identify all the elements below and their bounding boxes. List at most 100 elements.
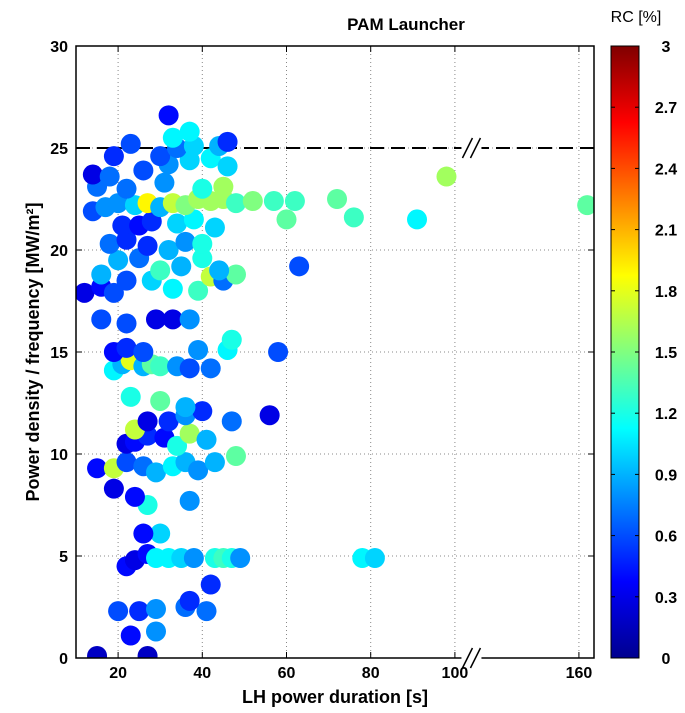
- data-point: [179, 358, 200, 379]
- data-point: [217, 156, 238, 177]
- data-point: [87, 645, 108, 658]
- data-point: [577, 195, 594, 216]
- colorbar-tick-label: 1.2: [655, 406, 677, 423]
- y-tick-label: 30: [50, 39, 68, 56]
- data-point: [171, 256, 192, 277]
- data-point: [225, 446, 246, 467]
- data-point: [343, 207, 364, 228]
- axis-break-gap: [461, 138, 482, 158]
- data-point: [188, 280, 209, 301]
- colorbar-tick-label: 0: [662, 651, 671, 668]
- data-point: [188, 339, 209, 360]
- data-point: [116, 452, 137, 473]
- data-point: [179, 121, 200, 142]
- data-point: [82, 164, 103, 185]
- data-point: [175, 231, 196, 252]
- data-point: [137, 645, 158, 658]
- data-point: [158, 411, 179, 432]
- y-axis-label: Power density / frequency [MW/m²]: [23, 202, 43, 501]
- data-point: [145, 462, 166, 483]
- x-axis-ticks: 20 40 60 80 100 160: [109, 46, 592, 682]
- data-point: [196, 429, 217, 450]
- x-tick-label: 100: [442, 665, 469, 682]
- data-point: [150, 523, 171, 544]
- chart-title: PAM Launcher: [347, 15, 465, 34]
- data-point: [120, 625, 141, 646]
- data-point: [179, 309, 200, 330]
- data-point: [150, 260, 171, 281]
- data-point: [137, 235, 158, 256]
- y-tick-label: 25: [50, 141, 68, 158]
- colorbar-tick-label: 1.8: [655, 284, 677, 301]
- data-point: [108, 250, 129, 271]
- data-point: [99, 166, 120, 187]
- x-axis-label: LH power duration [s]: [242, 687, 428, 707]
- data-point: [242, 191, 263, 212]
- data-point: [200, 574, 221, 595]
- data-point: [137, 411, 158, 432]
- data-point: [209, 260, 230, 281]
- data-point: [103, 478, 124, 499]
- data-point: [162, 127, 183, 148]
- data-point: [145, 599, 166, 620]
- axis-break-mark: [469, 137, 482, 159]
- data-point: [91, 309, 112, 330]
- x-tick-label: 40: [193, 665, 211, 682]
- data-point: [162, 278, 183, 299]
- data-point: [158, 105, 179, 126]
- data-point: [133, 160, 154, 181]
- colorbar-ticks: 3 2.7 2.4 2.1 1.8 1.5 1.2 0.9 0.6 0.3 0: [611, 39, 677, 668]
- colorbar-title: RC [%]: [611, 9, 662, 26]
- data-point: [87, 458, 108, 479]
- data-point: [263, 191, 284, 212]
- data-point: [129, 601, 150, 622]
- data-point: [204, 217, 225, 238]
- data-point: [407, 209, 428, 230]
- y-tick-label: 10: [50, 447, 68, 464]
- data-point: [289, 256, 310, 277]
- data-point: [150, 146, 171, 167]
- data-point: [179, 490, 200, 511]
- y-tick-label: 20: [50, 243, 68, 260]
- data-point: [284, 191, 305, 212]
- data-point: [167, 435, 188, 456]
- data-points: [76, 105, 594, 658]
- data-point: [436, 166, 457, 187]
- data-point: [217, 131, 238, 152]
- data-point: [221, 411, 242, 432]
- data-point: [99, 233, 120, 254]
- data-point: [221, 329, 242, 350]
- data-point: [268, 342, 289, 362]
- axis-break-gap: [461, 648, 482, 668]
- x-tick-label: 20: [109, 665, 127, 682]
- axis-break: [461, 137, 482, 669]
- data-point: [133, 523, 154, 544]
- data-point: [327, 189, 348, 209]
- data-point: [364, 548, 385, 569]
- axis-break-mark: [461, 137, 474, 159]
- data-point: [116, 178, 137, 199]
- axis-break-mark: [469, 647, 482, 669]
- data-point: [192, 401, 213, 422]
- colorbar-tick-label: 1.5: [655, 345, 677, 362]
- data-point: [225, 193, 246, 214]
- data-point: [103, 282, 124, 303]
- data-point: [179, 423, 200, 444]
- y-tick-label: 15: [50, 345, 68, 362]
- data-point: [225, 264, 246, 285]
- x-tick-label: 160: [566, 665, 593, 682]
- y-tick-label: 0: [59, 651, 68, 668]
- colorbar-tick-label: 2.4: [655, 161, 677, 178]
- data-point: [116, 337, 137, 358]
- colorbar-tick-label: 0.3: [655, 590, 677, 607]
- data-point: [120, 133, 141, 154]
- data-point: [230, 548, 251, 569]
- colorbar-tick-label: 2.7: [655, 100, 677, 117]
- data-point: [145, 309, 166, 330]
- data-point: [158, 240, 179, 260]
- data-point: [276, 209, 297, 230]
- axis-break-mark: [461, 647, 474, 669]
- data-point: [183, 548, 204, 569]
- data-point: [175, 397, 196, 418]
- data-point: [259, 405, 280, 426]
